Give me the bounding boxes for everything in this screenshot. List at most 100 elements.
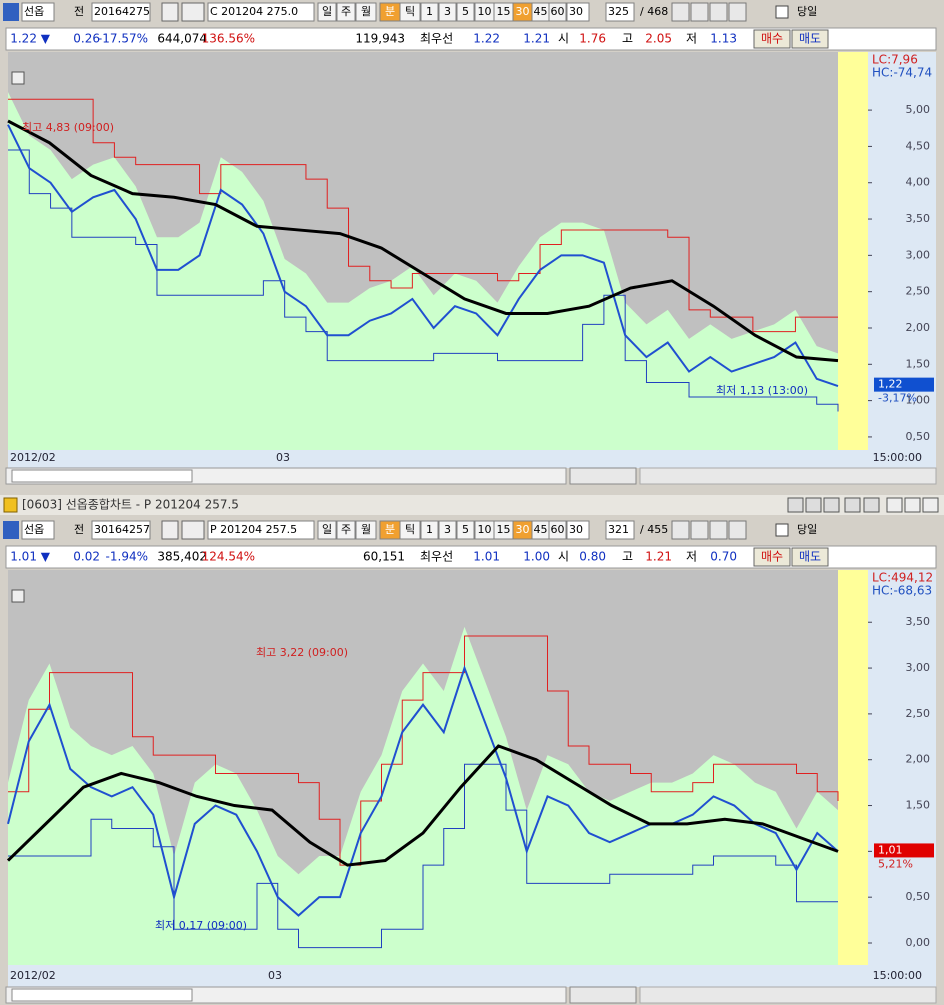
zoom-controls[interactable]: [639, 467, 937, 485]
info-text: 385,402: [157, 550, 207, 564]
future-strip: [838, 570, 868, 965]
y-tick-label: 1,50: [906, 799, 931, 812]
toolbar-text: 15: [497, 523, 511, 536]
change-label: 5,21%: [878, 857, 913, 870]
info-text: 시: [558, 550, 569, 564]
toolbar-field[interactable]: [207, 520, 315, 540]
toolbar-field[interactable]: [21, 520, 55, 540]
toolbar-field[interactable]: [91, 2, 151, 22]
toolbar-btn[interactable]: [317, 2, 337, 22]
toolbar-btn[interactable]: [456, 520, 475, 540]
info-text: 60,151: [363, 550, 405, 564]
toolbar-btn[interactable]: [548, 2, 567, 22]
tool-icon[interactable]: [728, 2, 747, 22]
info-text: 저: [686, 32, 697, 46]
toolbar-btn[interactable]: [355, 2, 377, 22]
tool-icon[interactable]: [728, 520, 747, 540]
order-button[interactable]: [753, 547, 791, 567]
toolbar-btn[interactable]: [548, 520, 567, 540]
toolbar-text: 3: [444, 5, 451, 18]
toolbar-text: 당일: [797, 522, 817, 536]
change-label: -3,17%: [878, 392, 917, 405]
toolbar-text: 30: [516, 523, 530, 536]
toolbar-field[interactable]: [605, 520, 635, 540]
toolbar-btn[interactable]: [355, 520, 377, 540]
order-button[interactable]: [791, 547, 829, 567]
toolbar-text: 분: [385, 5, 395, 18]
lc-label: LC:494,12: [872, 571, 933, 585]
toolbar-field[interactable]: [21, 2, 55, 22]
y-tick-label: 5,00: [906, 103, 931, 116]
y-tick-label: 2,50: [906, 707, 931, 720]
toolbar-btn[interactable]: [438, 520, 457, 540]
toolbar-btn[interactable]: [420, 520, 439, 540]
toolbar-text: 45: [534, 5, 548, 18]
scroll-thumb[interactable]: [11, 469, 193, 483]
toolbar-text: 20164275: [94, 5, 150, 18]
toolbar-field[interactable]: [207, 2, 315, 22]
support-band: [8, 763, 838, 949]
toolbar-text: 321: [608, 523, 629, 536]
settings-icon[interactable]: [11, 589, 25, 603]
toolbar-text: P 201204 257.5: [210, 523, 297, 536]
settings-icon[interactable]: [11, 71, 25, 85]
tool-icon[interactable]: [690, 520, 709, 540]
tool-icon[interactable]: [690, 2, 709, 22]
toolbar-text: 1: [426, 523, 433, 536]
playback-controls[interactable]: [569, 467, 637, 485]
window-buttons[interactable]: [787, 497, 939, 513]
info-text: 고: [622, 32, 633, 46]
toolbar-text: 선옵: [24, 523, 44, 536]
order-button[interactable]: [753, 29, 791, 49]
window-title: [0603] 선옵종합차트 - P 201204 257.5: [22, 498, 239, 512]
checkbox[interactable]: [775, 5, 789, 19]
toolbar-text: 30164257: [94, 523, 150, 536]
toolbar-text: 월: [361, 5, 371, 18]
x-label: 03: [268, 969, 282, 982]
tool-icon[interactable]: [671, 2, 690, 22]
y-tick-label: 1,00: [906, 394, 931, 407]
toolbar-text: 60: [551, 523, 565, 536]
toolbar-field[interactable]: [566, 520, 590, 540]
playback-controls[interactable]: [569, 986, 637, 1004]
zoom-controls[interactable]: [639, 986, 937, 1004]
toolbar-btn[interactable]: [317, 520, 337, 540]
info-text: 1.00: [523, 550, 550, 564]
hc-label: HC:-74,74: [872, 66, 932, 80]
checkbox[interactable]: [775, 523, 789, 537]
toolbar-btn[interactable]: [438, 2, 457, 22]
info-text: 1.01 ▼: [10, 550, 51, 564]
info-text: 1.13: [710, 32, 737, 46]
x-label: 2012/02: [10, 451, 56, 464]
info-text: 119,943: [355, 32, 405, 46]
order-button[interactable]: [791, 29, 829, 49]
toolbar-btn[interactable]: [336, 2, 356, 22]
info-text: 최우선: [420, 550, 453, 564]
resistance-band: [8, 635, 839, 866]
x-label: 15:00:00: [873, 451, 922, 464]
info-text: 매도: [799, 550, 821, 564]
tool-icon[interactable]: [709, 2, 728, 22]
info-text: 136.56%: [202, 32, 255, 46]
toolbar-field[interactable]: [566, 2, 590, 22]
info-text: 2.05: [645, 32, 672, 46]
toolbar-field[interactable]: [605, 2, 635, 22]
toolbar-text: 325: [608, 5, 629, 18]
y-tick-label: 0,50: [906, 890, 931, 903]
tool-icon[interactable]: [671, 520, 690, 540]
toolbar-btn[interactable]: [399, 2, 421, 22]
toolbar-btn[interactable]: [420, 2, 439, 22]
tool-icon[interactable]: [709, 520, 728, 540]
hc-label: HC:-68,63: [872, 584, 932, 598]
toolbar-field[interactable]: [91, 520, 151, 540]
toolbar-text: 3: [444, 523, 451, 536]
toolbar-btn[interactable]: [456, 2, 475, 22]
scroll-thumb[interactable]: [11, 988, 193, 1002]
toolbar-text: 주: [341, 523, 351, 536]
toolbar-text: 1: [426, 5, 433, 18]
toolbar-btn[interactable]: [399, 520, 421, 540]
toolbar-btn[interactable]: [336, 520, 356, 540]
x-axis-bg: [8, 450, 936, 468]
y-tick-label: 4,50: [906, 139, 931, 152]
toolbar-text: 45: [534, 523, 548, 536]
